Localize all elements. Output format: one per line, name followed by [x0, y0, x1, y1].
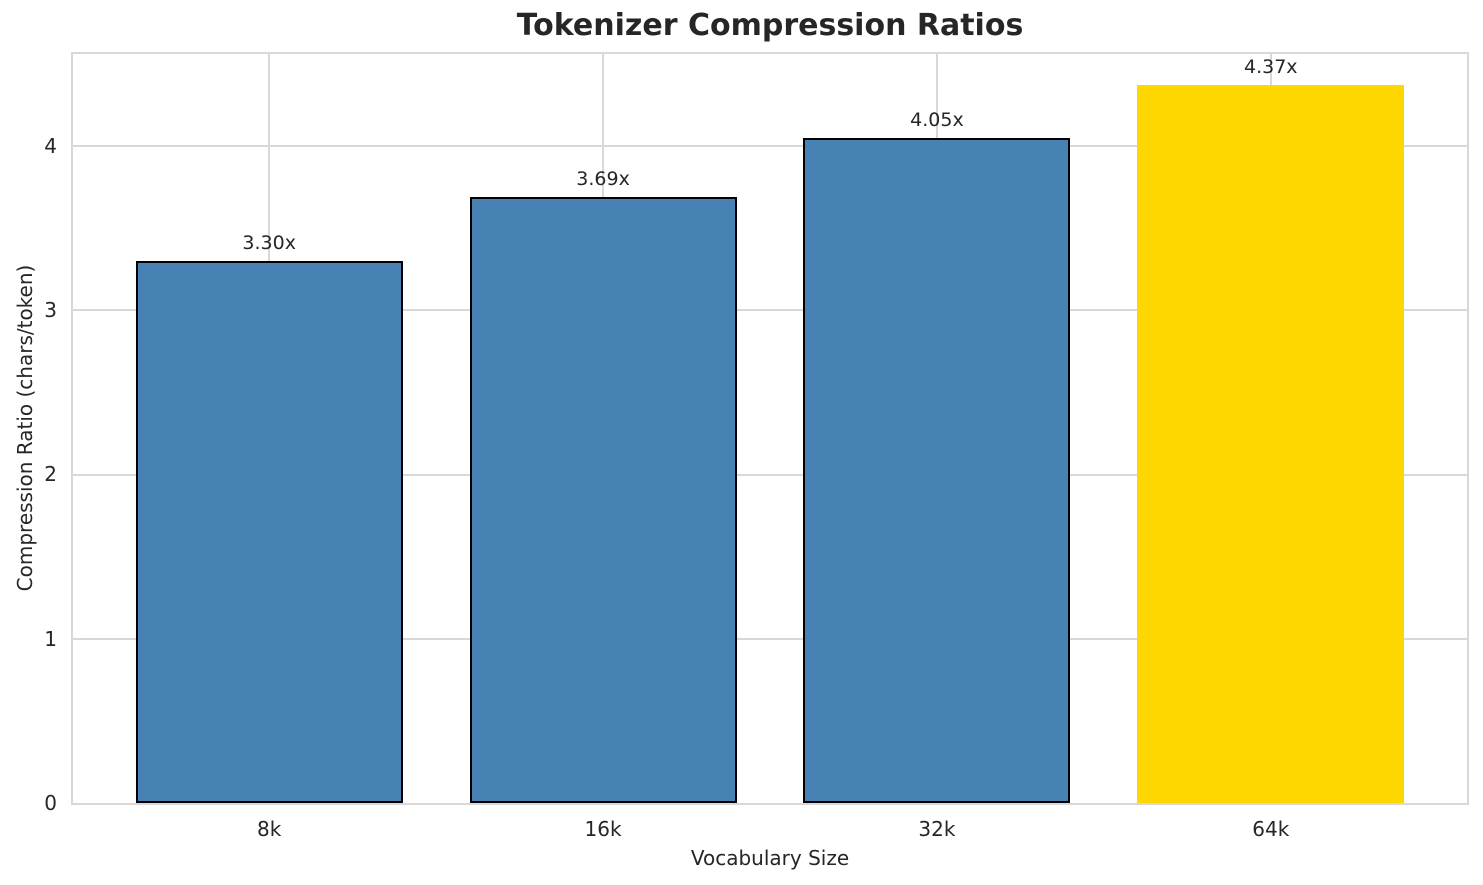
bar-64k — [1137, 85, 1405, 803]
y-tick-label: 2 — [44, 462, 57, 487]
y-gridline — [73, 309, 1467, 312]
bar-value-label: 3.30x — [242, 231, 296, 254]
bar-8k — [135, 260, 403, 803]
plot-area: 0 1 2 3 4 3.30x 8k 3.69x 16k 4.05x 32k 4.37x 64k — [44, 52, 1469, 841]
y-tick-label: 1 — [44, 626, 57, 651]
y-axis-label: Compression Ratio (chars/token) — [13, 264, 37, 592]
bar-value-label: 4.37x — [1244, 56, 1298, 79]
x-tick-label-8k: 8k — [257, 817, 282, 841]
y-tick-label: 0 — [44, 791, 57, 815]
x-tick-label-64k: 64k — [1252, 817, 1290, 841]
bar-32k — [803, 137, 1071, 803]
y-gridline — [73, 473, 1467, 476]
chart-title: Tokenizer Compression Ratios — [516, 8, 1024, 43]
x-tick-label-16k: 16k — [584, 817, 622, 841]
bar-16k — [469, 196, 737, 803]
bar-value-label: 4.05x — [910, 108, 964, 131]
y-tick-label: 3 — [44, 298, 57, 323]
bar-value-label: 3.69x — [576, 167, 630, 190]
y-gridline — [73, 144, 1467, 147]
y-gridline — [73, 637, 1467, 640]
x-axis-label: Vocabulary Size — [690, 846, 850, 870]
x-tick-label-32k: 32k — [918, 817, 956, 841]
y-tick-label: 4 — [44, 133, 57, 158]
